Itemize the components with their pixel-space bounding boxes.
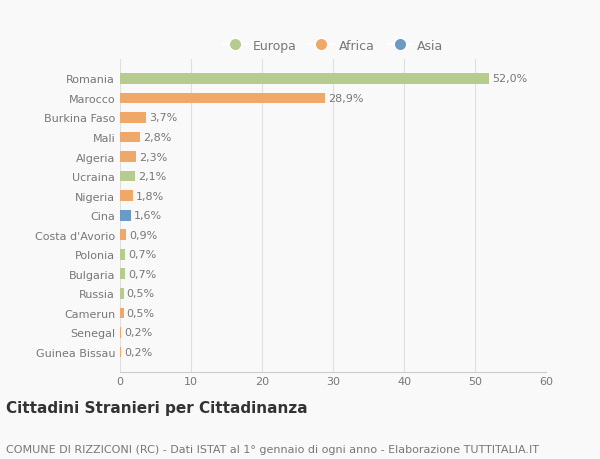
Bar — [120, 191, 133, 202]
Text: 0,7%: 0,7% — [128, 269, 156, 279]
Text: 1,6%: 1,6% — [134, 211, 163, 221]
Text: 0,7%: 0,7% — [128, 250, 156, 260]
Legend: Europa, Africa, Asia: Europa, Africa, Asia — [218, 35, 449, 58]
Text: 28,9%: 28,9% — [328, 94, 364, 104]
Text: 2,3%: 2,3% — [139, 152, 167, 162]
Bar — [120, 74, 489, 84]
Bar — [120, 230, 127, 241]
Text: 0,2%: 0,2% — [124, 347, 152, 357]
Bar — [120, 327, 121, 338]
Bar — [120, 249, 125, 260]
Bar — [120, 288, 124, 299]
Bar — [120, 113, 146, 123]
Text: 52,0%: 52,0% — [492, 74, 527, 84]
Bar — [120, 269, 125, 280]
Bar — [120, 152, 136, 162]
Text: COMUNE DI RIZZICONI (RC) - Dati ISTAT al 1° gennaio di ogni anno - Elaborazione : COMUNE DI RIZZICONI (RC) - Dati ISTAT al… — [6, 444, 539, 454]
Text: 0,2%: 0,2% — [124, 328, 152, 338]
Text: 2,8%: 2,8% — [143, 133, 171, 143]
Text: 0,5%: 0,5% — [127, 308, 155, 318]
Bar — [120, 210, 131, 221]
Text: 0,5%: 0,5% — [127, 289, 155, 299]
Bar — [120, 347, 121, 358]
Text: 0,9%: 0,9% — [129, 230, 157, 240]
Text: 3,7%: 3,7% — [149, 113, 178, 123]
Bar — [120, 93, 325, 104]
Text: Cittadini Stranieri per Cittadinanza: Cittadini Stranieri per Cittadinanza — [6, 400, 308, 415]
Text: 2,1%: 2,1% — [138, 172, 166, 182]
Bar — [120, 132, 140, 143]
Text: 1,8%: 1,8% — [136, 191, 164, 201]
Bar — [120, 308, 124, 319]
Bar — [120, 171, 135, 182]
